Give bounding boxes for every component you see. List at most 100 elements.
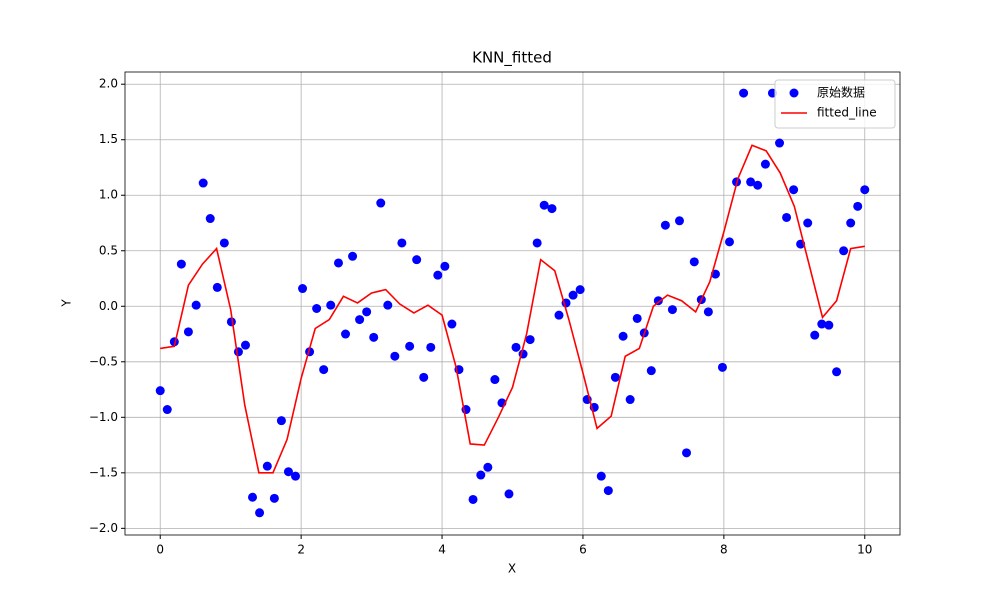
data-point [397, 238, 407, 248]
data-point [575, 285, 585, 295]
x-tick-label: 6 [579, 543, 587, 557]
y-tick-label: 0.0 [99, 299, 118, 313]
data-point [162, 405, 172, 415]
data-point [504, 489, 514, 499]
x-tick-label: 8 [720, 543, 728, 557]
data-point [660, 220, 670, 230]
data-point [248, 492, 258, 502]
data-point [405, 341, 415, 351]
legend-marker [789, 88, 799, 98]
y-axis-label: Y [60, 299, 74, 308]
data-point [554, 310, 564, 320]
y-tick-label: 1.0 [99, 188, 118, 202]
data-point [433, 270, 443, 280]
data-point [255, 508, 265, 518]
data-point [625, 395, 635, 405]
legend-box [774, 79, 896, 129]
data-point [183, 327, 193, 337]
data-point [426, 342, 436, 352]
y-tick-label: −2.0 [89, 521, 118, 535]
data-point [298, 284, 308, 294]
data-point [610, 372, 620, 382]
y-tick-label: −0.5 [89, 354, 118, 368]
data-point [326, 300, 336, 310]
data-point [603, 486, 613, 496]
y-tick-label: 0.5 [99, 243, 118, 257]
x-tick-label: 10 [857, 543, 872, 557]
data-point [283, 467, 293, 477]
data-point [846, 218, 856, 228]
data-point [682, 448, 692, 458]
data-point [596, 471, 606, 481]
data-point [775, 138, 785, 148]
data-point [376, 198, 386, 208]
data-point [525, 335, 535, 345]
data-point [155, 386, 165, 396]
y-tick-label: −1.0 [89, 410, 118, 424]
data-point [646, 366, 656, 376]
data-point [810, 330, 820, 340]
data-point [212, 282, 222, 292]
legend-label: fitted_line [817, 106, 877, 120]
data-point [832, 367, 842, 377]
data-point [753, 180, 763, 190]
data-point [419, 372, 429, 382]
data-point [390, 351, 400, 361]
data-point [476, 470, 486, 480]
data-point [240, 340, 250, 350]
data-point [632, 313, 642, 323]
data-point [653, 296, 663, 306]
data-point [817, 319, 827, 329]
data-point [839, 246, 849, 256]
data-point [760, 159, 770, 169]
data-point [262, 461, 272, 471]
data-point [362, 307, 372, 317]
data-point [312, 303, 322, 313]
data-point [226, 317, 236, 327]
y-tick-label: 2.0 [99, 77, 118, 91]
fitted-line [160, 144, 865, 474]
data-point [269, 493, 279, 503]
data-point [276, 416, 286, 426]
data-point [205, 214, 215, 224]
data-point [291, 471, 300, 481]
data-point [789, 185, 799, 195]
data-point [355, 315, 365, 325]
plot-frame [124, 71, 901, 536]
legend-label: 原始数据 [817, 85, 865, 100]
data-point [233, 347, 243, 357]
data-point [348, 251, 358, 261]
data-point [618, 331, 628, 341]
data-point [369, 332, 379, 342]
data-point [539, 200, 549, 210]
x-tick-label: 2 [297, 543, 305, 557]
data-point [383, 300, 393, 310]
data-point [468, 494, 478, 504]
data-point [803, 218, 813, 228]
data-point [782, 212, 792, 222]
data-point [725, 237, 734, 247]
data-point [824, 320, 834, 330]
data-point [198, 178, 208, 188]
data-point [703, 307, 713, 317]
data-point [739, 88, 749, 98]
data-point [191, 300, 201, 310]
data-point [447, 319, 457, 329]
x-axis-label: X [508, 562, 516, 576]
data-point [319, 365, 329, 375]
data-point [860, 185, 870, 195]
data-point [689, 257, 699, 267]
chart-title: KNN_fitted [472, 49, 552, 68]
data-point [547, 204, 557, 214]
data-point [746, 177, 756, 187]
y-tick-label: 1.5 [99, 132, 118, 146]
data-point [333, 258, 343, 268]
data-point [176, 259, 186, 269]
legend: 原始数据 fitted_line [774, 79, 896, 129]
data-point [667, 305, 677, 315]
data-point [440, 261, 450, 271]
data-point [532, 238, 542, 248]
data-point [483, 462, 493, 472]
data-point [568, 290, 578, 300]
data-point [511, 342, 521, 352]
